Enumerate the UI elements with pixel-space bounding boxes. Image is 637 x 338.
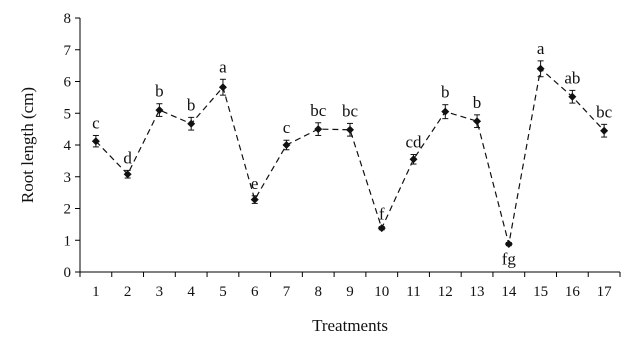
data-point (568, 92, 577, 101)
y-tick-label: 3 (64, 170, 72, 186)
significance-label: a (219, 57, 227, 76)
significance-label: f (379, 205, 385, 224)
data-point (155, 106, 164, 115)
x-tick-label: 4 (187, 284, 195, 300)
data-point (473, 117, 482, 126)
data-point (600, 126, 609, 135)
x-tick-label: 2 (124, 284, 132, 300)
data-point (377, 224, 386, 233)
x-axis-label: Treatments (312, 316, 388, 335)
data-point (504, 240, 513, 249)
significance-label: d (123, 148, 132, 167)
x-tick-label: 8 (314, 284, 322, 300)
data-point (314, 125, 323, 134)
data-point (250, 195, 259, 204)
significance-label: bc (596, 102, 613, 121)
x-tick-label: 16 (565, 284, 581, 300)
significance-label: b (441, 83, 450, 102)
x-tick-label: 14 (501, 284, 517, 300)
significance-label: bc (310, 101, 327, 120)
significance-label: ab (564, 68, 580, 87)
y-tick-label: 7 (64, 43, 72, 59)
significance-label: b (473, 93, 482, 112)
data-point (536, 64, 545, 73)
x-tick-label: 3 (156, 284, 164, 300)
data-point (187, 119, 196, 128)
data-point (123, 170, 132, 179)
x-tick-label: 15 (533, 284, 548, 300)
y-tick-label: 6 (64, 75, 72, 91)
y-tick-label: 0 (64, 265, 72, 281)
significance-label: b (187, 95, 196, 114)
significance-label: e (251, 174, 259, 193)
y-tick-label: 2 (64, 202, 72, 218)
series-line (95, 67, 605, 245)
x-tick-label: 11 (406, 284, 420, 300)
y-tick-label: 4 (64, 138, 72, 154)
x-tick-label: 7 (283, 284, 291, 300)
data-point (282, 141, 291, 149)
x-tick-label: 17 (597, 284, 613, 300)
significance-label: c (92, 113, 100, 132)
x-axis-ticks: 1 2 3 4 5 6 7 8 9 10 11 12 13 14 15 16 17 (79, 272, 621, 300)
significance-label: c (283, 118, 291, 137)
x-tick-label: 6 (251, 284, 259, 300)
y-axis-ticks: 0 1 2 3 4 5 6 7 8 (64, 11, 80, 281)
x-tick-label: 12 (438, 284, 453, 300)
data-point (409, 155, 418, 164)
y-tick-label: 5 (64, 106, 72, 122)
y-tick-label: 8 (64, 11, 72, 27)
x-tick-label: 9 (346, 284, 354, 300)
data-point (346, 125, 354, 134)
significance-label: fg (502, 250, 517, 269)
significance-label: b (155, 82, 164, 101)
significance-label: cd (406, 133, 423, 152)
data-point (218, 83, 227, 92)
data-point (91, 137, 100, 146)
y-axis-label: Root length (cm) (18, 87, 37, 203)
y-tick-label: 1 (64, 233, 72, 249)
significance-label: bc (342, 101, 359, 120)
x-tick-label: 13 (470, 284, 485, 300)
x-tick-label: 1 (92, 284, 100, 300)
x-tick-label: 5 (219, 284, 227, 300)
x-tick-label: 10 (374, 284, 389, 300)
significance-label: a (537, 39, 545, 58)
data-point (441, 107, 450, 116)
